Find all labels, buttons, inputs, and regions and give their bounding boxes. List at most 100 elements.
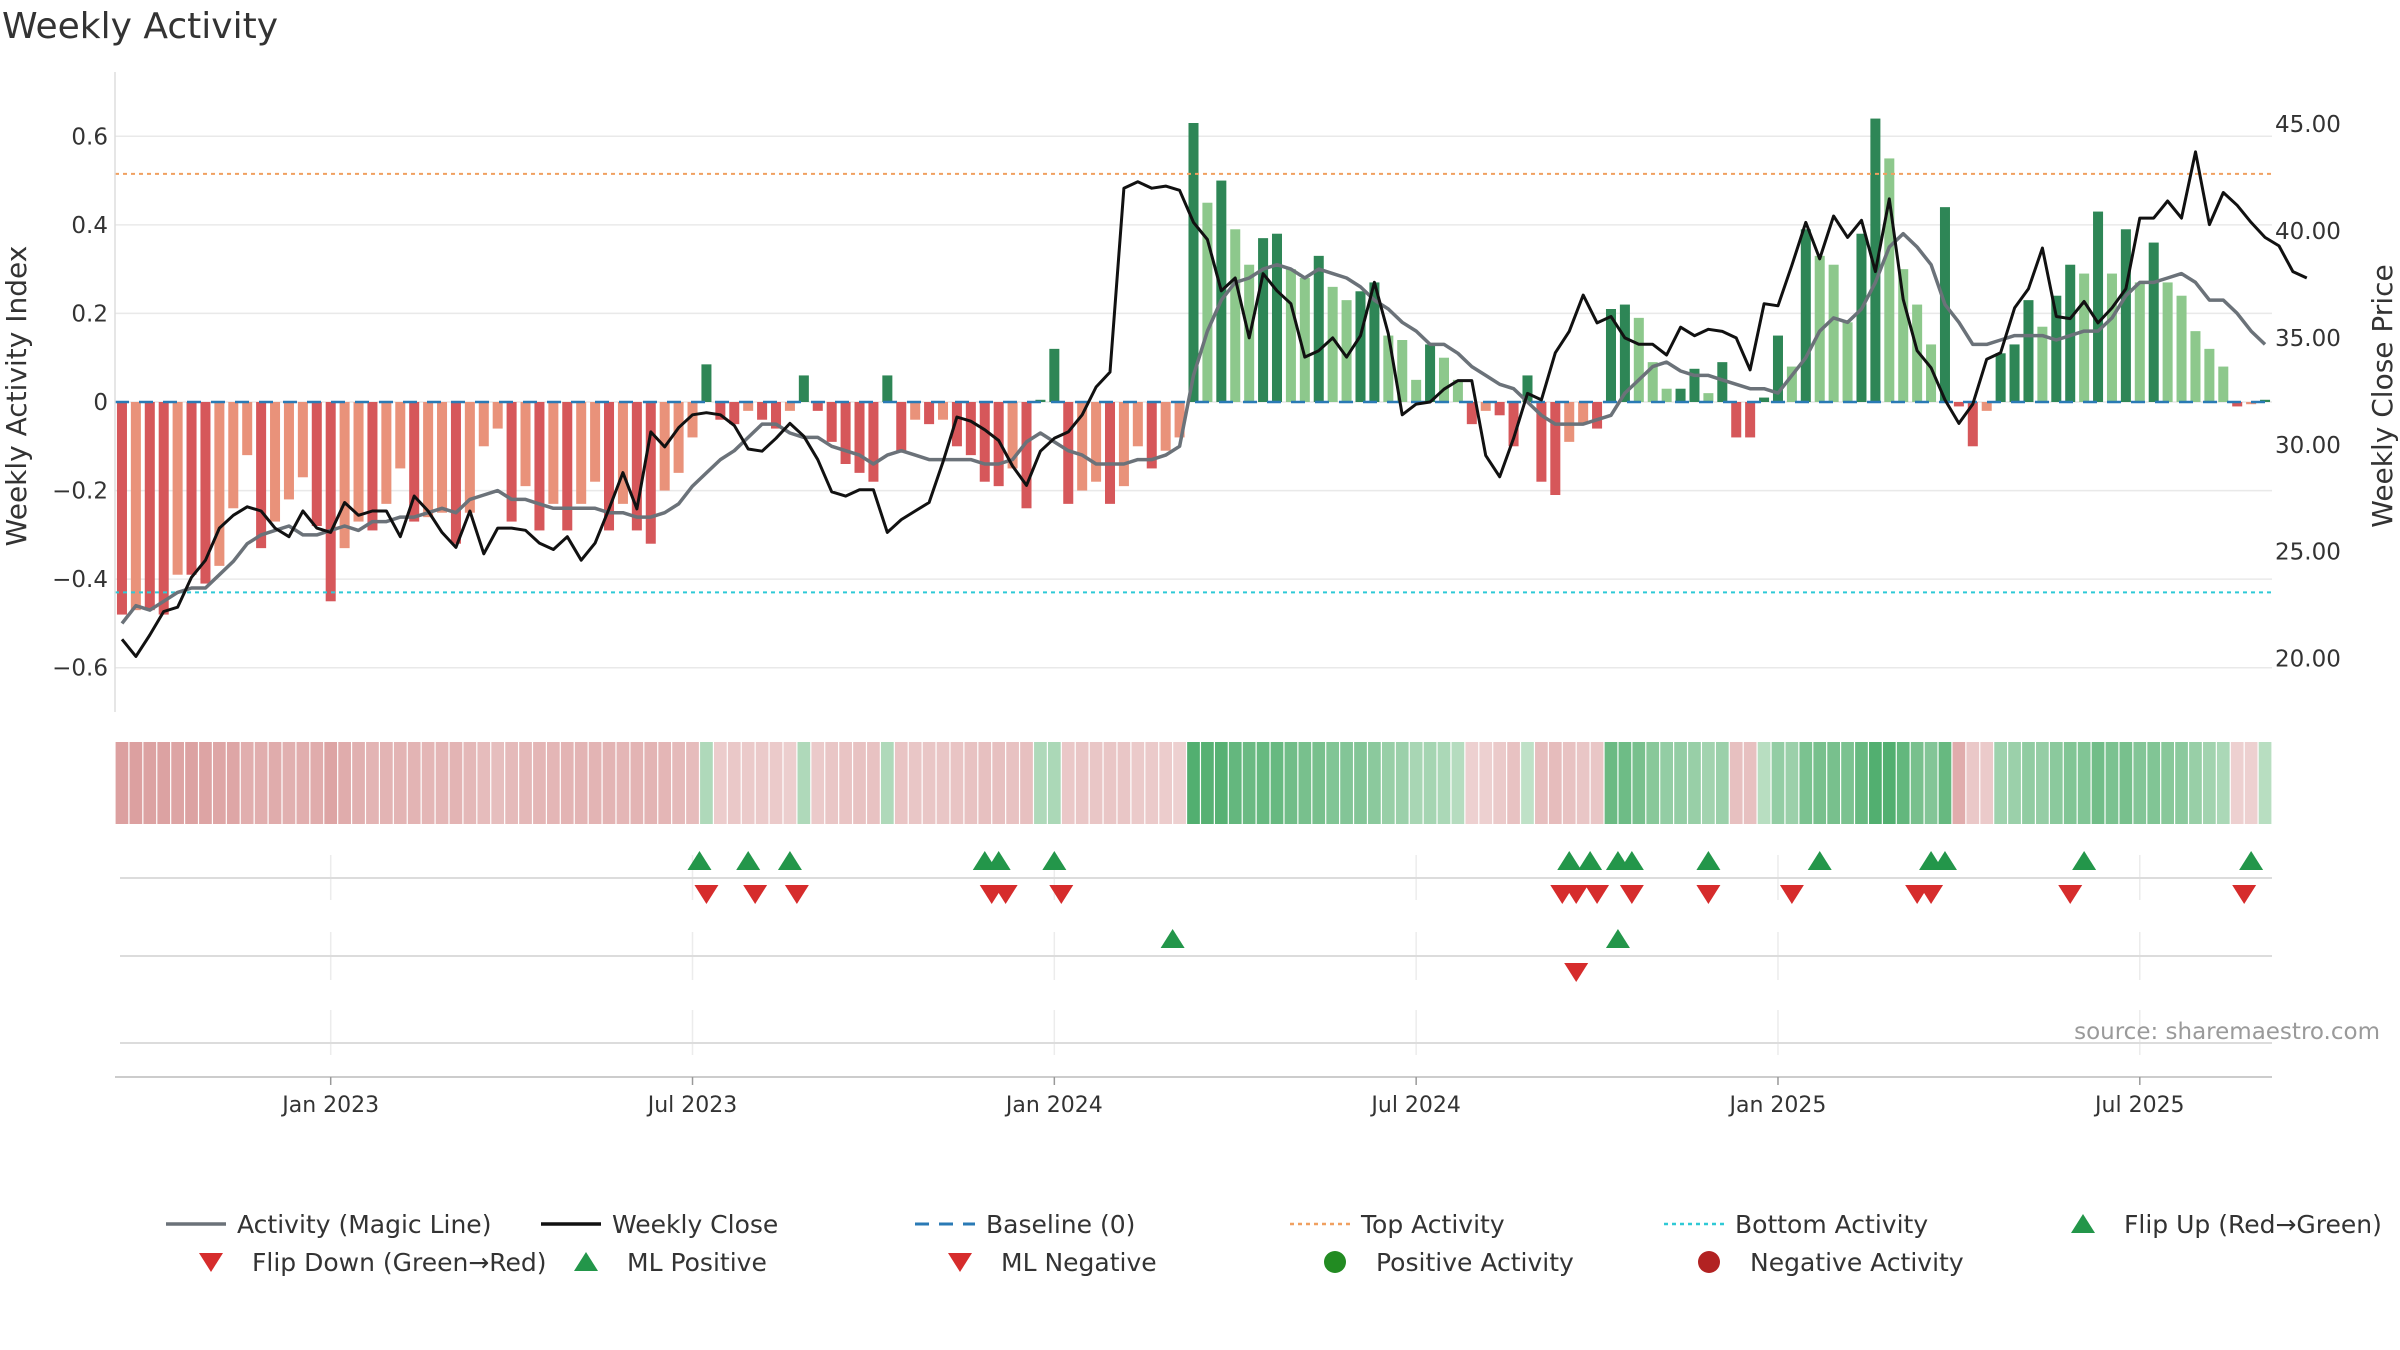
heat-strip-cell bbox=[268, 742, 282, 824]
flip-down-marker bbox=[1919, 885, 1944, 904]
activity-bar bbox=[1884, 158, 1895, 402]
activity-bar bbox=[2065, 264, 2076, 402]
heat-strip-cell bbox=[366, 742, 379, 824]
activity-bar bbox=[1828, 264, 1839, 402]
activity-bar bbox=[1466, 402, 1477, 425]
activity-bar bbox=[492, 402, 503, 429]
source-label: source: sharemaestro.com bbox=[2074, 1019, 2380, 1045]
activity-bar bbox=[242, 402, 253, 456]
activity-bar bbox=[1077, 402, 1088, 491]
activity-bar bbox=[228, 402, 239, 509]
weekly-close-series bbox=[120, 150, 2308, 658]
heat-strip-cell bbox=[755, 742, 769, 824]
activity-bar bbox=[2051, 295, 2062, 402]
legend-label: Flip Down (Green→Red) bbox=[252, 1248, 547, 1277]
activity-bar bbox=[1689, 368, 1700, 402]
flip-down-marker bbox=[2058, 885, 2083, 904]
heat-strip-cell bbox=[2175, 742, 2188, 824]
activity-bar bbox=[353, 402, 364, 522]
activity-bar bbox=[1411, 379, 1422, 402]
legend-label: Activity (Magic Line) bbox=[237, 1210, 491, 1239]
heat-strip-cell bbox=[672, 742, 685, 824]
heat-strip-cell bbox=[560, 742, 574, 824]
heat-strip-cell bbox=[1966, 742, 1980, 824]
y-tick-label: −0.4 bbox=[52, 567, 108, 593]
heat-strip-cell bbox=[282, 742, 296, 824]
activity-bar bbox=[1912, 304, 1923, 402]
heat-strip-cell bbox=[1131, 742, 1145, 824]
heat-strip-cell bbox=[1702, 742, 1715, 824]
activity-bar bbox=[2148, 242, 2159, 402]
magic-line-series bbox=[120, 231, 2267, 625]
activity-bar bbox=[1647, 362, 1658, 402]
heat-strip-cell bbox=[338, 742, 351, 824]
activity-bar bbox=[1759, 397, 1770, 402]
activity-bar bbox=[1118, 402, 1129, 487]
heat-strip-cell bbox=[1173, 742, 1186, 824]
heat-strip-cell bbox=[880, 742, 894, 824]
y-axis-label: Weekly Activity Index bbox=[0, 246, 33, 547]
heat-strip-cell bbox=[1298, 742, 1312, 824]
legend-item: ML Negative bbox=[948, 1248, 1157, 1277]
heat-strip-cell bbox=[491, 742, 505, 824]
activity-bar bbox=[1230, 229, 1241, 402]
activity-bar bbox=[1438, 357, 1450, 402]
legend-label: ML Negative bbox=[1001, 1248, 1157, 1277]
activity-bar bbox=[506, 402, 517, 522]
heat-strip-cell bbox=[1938, 742, 1952, 824]
heat-strip-cell bbox=[1841, 742, 1854, 824]
activity-bar bbox=[910, 402, 921, 420]
heat-strip-cell bbox=[1785, 742, 1799, 824]
activity-bar bbox=[784, 402, 795, 411]
heat-strip-cell bbox=[2119, 742, 2133, 824]
heat-strip-cell bbox=[421, 742, 435, 824]
heat-strip-cell bbox=[950, 742, 964, 824]
heat-strip-cell bbox=[1034, 742, 1047, 824]
activity-bar bbox=[1786, 366, 1797, 402]
heat-strip-cell bbox=[2105, 742, 2119, 824]
activity-bar bbox=[715, 402, 726, 420]
activity-bar bbox=[1007, 402, 1018, 469]
activity-bar bbox=[325, 402, 336, 602]
activity-bar bbox=[1661, 388, 1672, 402]
activity-bar bbox=[771, 402, 782, 429]
heat-strip-cell bbox=[380, 742, 393, 824]
heat-strip-cell bbox=[1827, 742, 1840, 824]
y-tick-label: 0.6 bbox=[71, 124, 108, 150]
heat-strip-cell bbox=[1228, 742, 1242, 824]
activity-bar bbox=[868, 402, 879, 482]
activity-bar bbox=[617, 402, 628, 504]
heat-strip-cell bbox=[1159, 742, 1173, 824]
flip-up-marker bbox=[1932, 851, 1957, 870]
heat-strip-cell bbox=[407, 742, 421, 824]
heat-strip-cell bbox=[658, 742, 672, 824]
heat-strip-cell bbox=[1896, 742, 1910, 824]
heat-strip-cell bbox=[2022, 742, 2035, 824]
heat-strip-cell bbox=[783, 742, 797, 824]
heat-strip-cell bbox=[254, 742, 268, 824]
activity-bar bbox=[1258, 238, 1269, 402]
heat-strip-cell bbox=[2036, 742, 2049, 824]
flip-down-marker bbox=[1696, 885, 1721, 904]
signal-markers bbox=[120, 851, 2272, 1044]
activity-bar bbox=[283, 402, 294, 500]
activity-bar bbox=[631, 402, 642, 531]
heat-strip-cell bbox=[226, 742, 240, 824]
heat-strip-cell bbox=[2244, 742, 2258, 824]
heat-strip-cell bbox=[1715, 742, 1729, 824]
legend-swatch bbox=[1324, 1251, 1346, 1273]
activity-bar bbox=[1550, 402, 1561, 495]
activity-bar bbox=[548, 402, 559, 504]
heat-strip-cell bbox=[700, 742, 713, 824]
activity-bar bbox=[1675, 388, 1686, 402]
y2-tick-label: 30.00 bbox=[2275, 433, 2341, 459]
ml-negative-marker bbox=[1564, 963, 1589, 982]
heat-strip-cell bbox=[1590, 742, 1604, 824]
activity-bar bbox=[687, 402, 698, 438]
flip-down-marker bbox=[694, 885, 719, 904]
heat-strip-cell bbox=[1910, 742, 1924, 824]
activity-bar bbox=[1564, 402, 1575, 442]
activity-bar bbox=[1299, 278, 1310, 402]
heat-strip-cell bbox=[839, 742, 852, 824]
activity-bar bbox=[186, 402, 197, 575]
